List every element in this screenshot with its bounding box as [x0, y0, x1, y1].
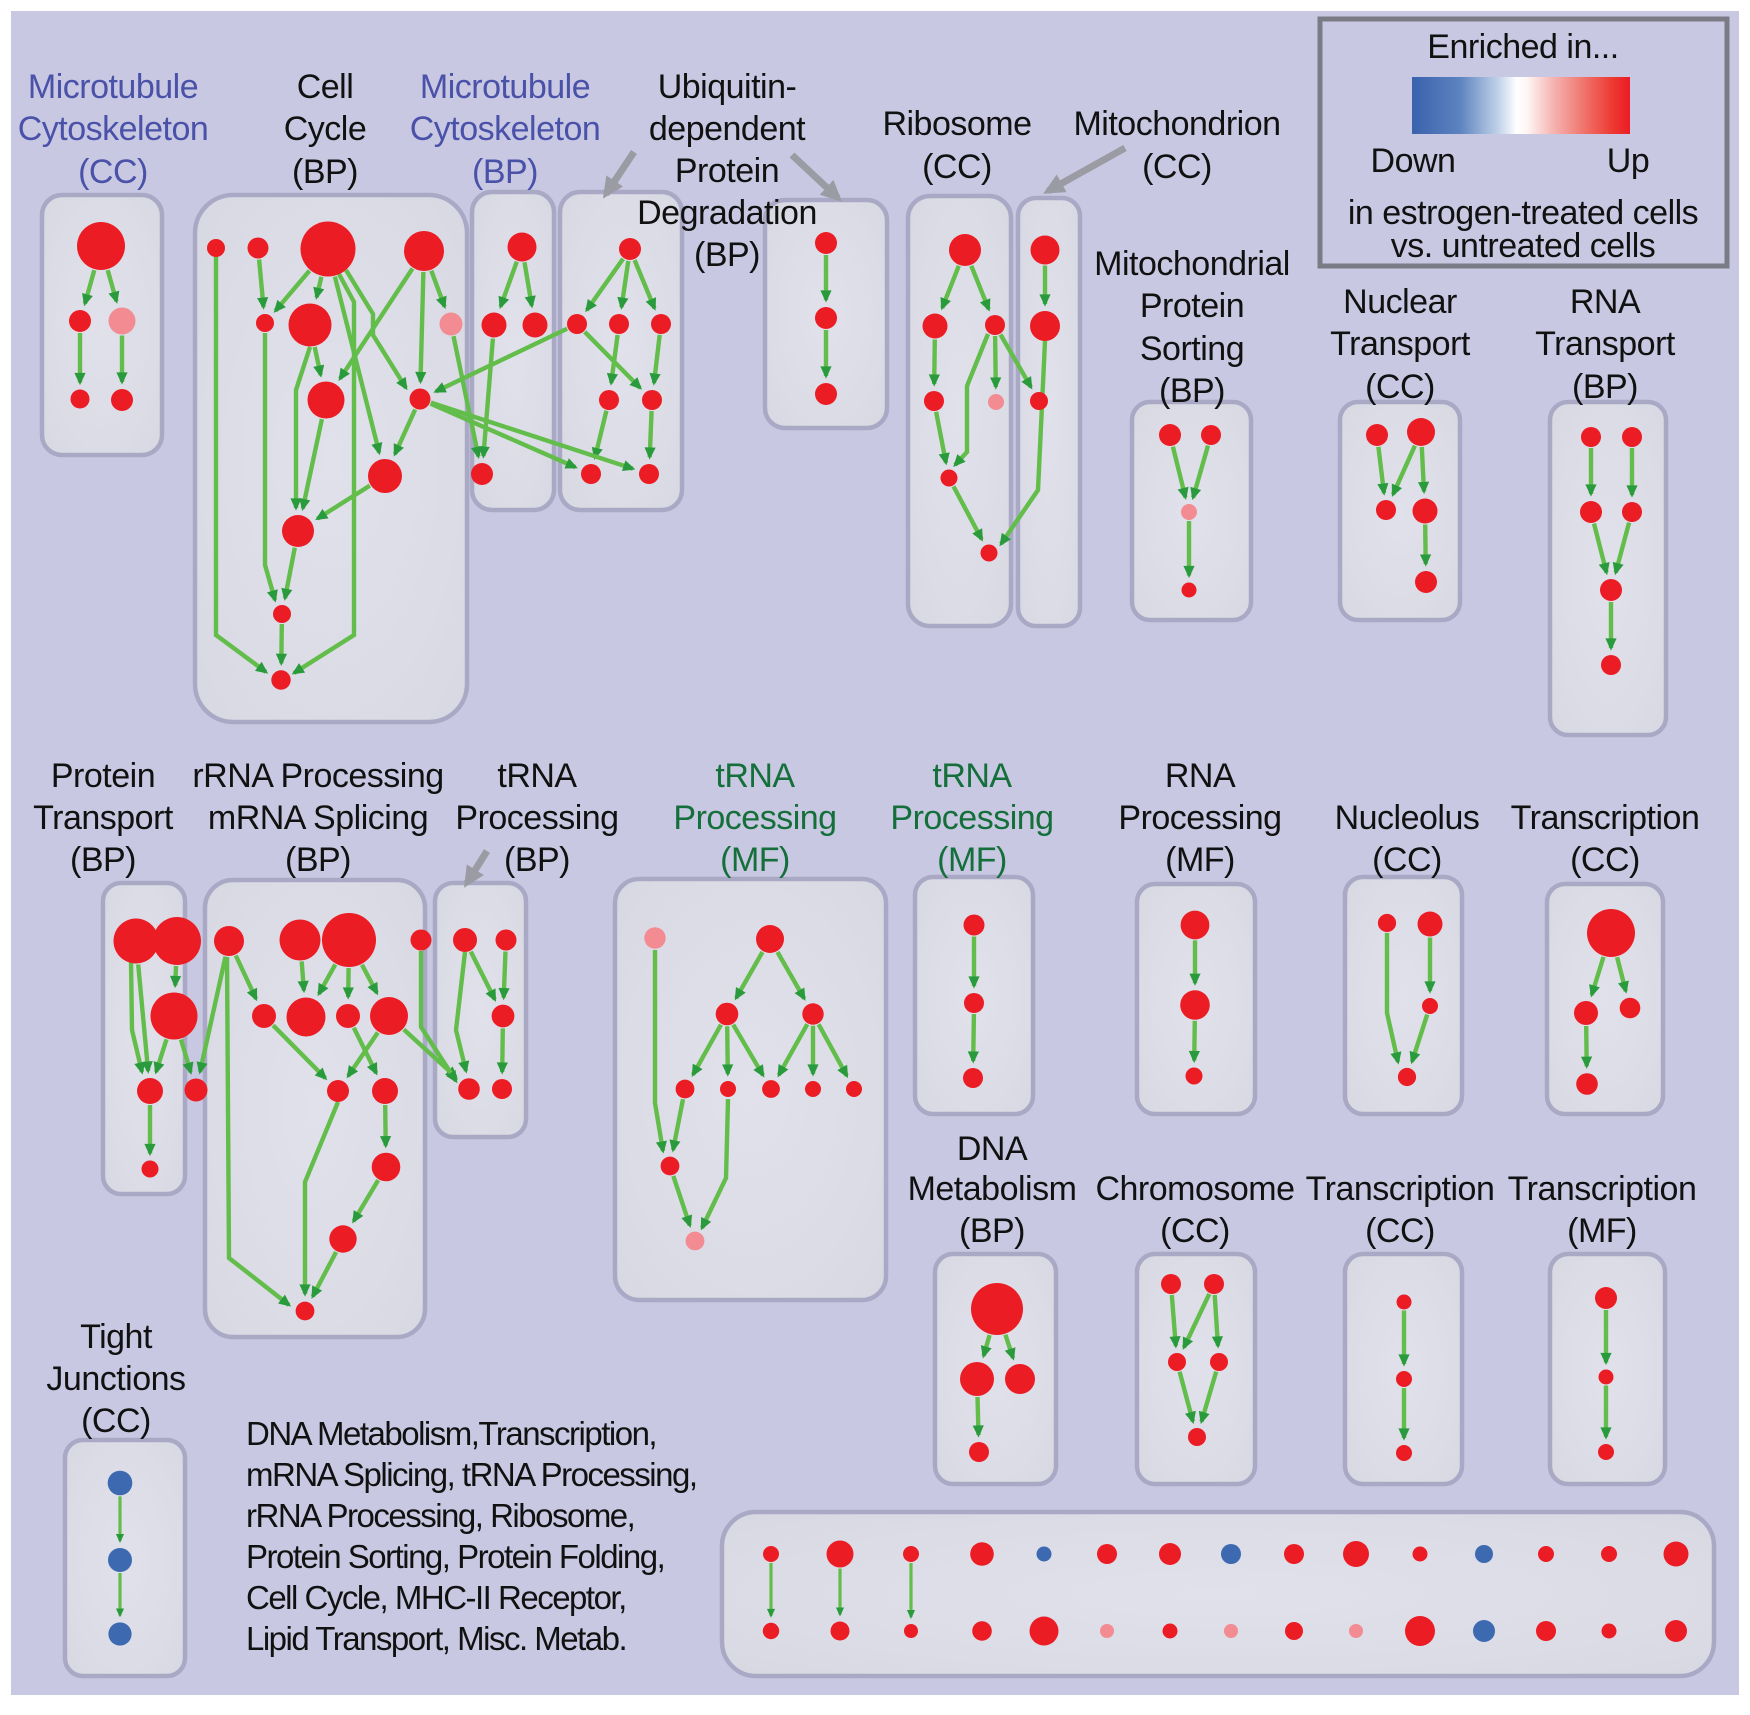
svg-text:(CC): (CC)	[78, 153, 148, 191]
svg-text:Chromosome: Chromosome	[1095, 1170, 1294, 1208]
svg-text:(CC): (CC)	[1365, 1212, 1435, 1250]
svg-text:Down: Down	[1371, 142, 1456, 180]
svg-text:Junctions: Junctions	[46, 1360, 185, 1398]
svg-text:mRNA Splicing, tRNA Processing: mRNA Splicing, tRNA Processing,	[246, 1456, 697, 1493]
svg-text:Ubiquitin-: Ubiquitin-	[658, 68, 797, 106]
svg-text:dependent: dependent	[649, 110, 806, 148]
svg-text:Cytoskeleton: Cytoskeleton	[410, 110, 601, 148]
svg-text:Processing: Processing	[455, 799, 618, 837]
svg-text:(BP): (BP)	[1159, 372, 1225, 410]
svg-text:Nucleolus: Nucleolus	[1335, 799, 1480, 837]
svg-text:(MF): (MF)	[1165, 841, 1235, 879]
svg-text:(CC): (CC)	[81, 1402, 151, 1440]
svg-text:Processing: Processing	[890, 799, 1053, 837]
svg-text:Transcription: Transcription	[1508, 1170, 1697, 1208]
svg-text:tRNA: tRNA	[932, 757, 1012, 795]
svg-text:Protein Sorting, Protein Foldi: Protein Sorting, Protein Folding,	[246, 1538, 664, 1575]
svg-text:rRNA Processing: rRNA Processing	[192, 757, 443, 795]
svg-text:tRNA: tRNA	[497, 757, 577, 795]
svg-text:vs. untreated cells: vs. untreated cells	[1391, 227, 1656, 265]
svg-text:(BP): (BP)	[694, 236, 760, 274]
svg-text:mRNA Splicing: mRNA Splicing	[208, 799, 428, 837]
svg-text:Transcription: Transcription	[1306, 1170, 1495, 1208]
svg-text:Protein: Protein	[51, 757, 155, 795]
svg-text:(CC): (CC)	[1160, 1212, 1230, 1250]
svg-text:(CC): (CC)	[922, 148, 992, 186]
svg-text:Protein: Protein	[1140, 287, 1244, 325]
svg-text:Tight: Tight	[80, 1318, 153, 1356]
svg-text:(CC): (CC)	[1570, 841, 1640, 879]
svg-text:Sorting: Sorting	[1140, 330, 1244, 368]
svg-text:(BP): (BP)	[70, 841, 136, 879]
svg-text:Transport: Transport	[1535, 325, 1676, 363]
svg-text:Ribosome: Ribosome	[882, 105, 1031, 143]
svg-text:Transcription: Transcription	[1511, 799, 1700, 837]
svg-text:Enriched in...: Enriched in...	[1427, 28, 1618, 66]
svg-text:Microtubule: Microtubule	[28, 68, 198, 106]
svg-text:RNA: RNA	[1570, 283, 1641, 321]
svg-text:(MF): (MF)	[720, 841, 790, 879]
svg-text:(CC): (CC)	[1142, 148, 1212, 186]
svg-text:(MF): (MF)	[1567, 1212, 1637, 1250]
svg-text:Lipid Transport, Misc. Metab.: Lipid Transport, Misc. Metab.	[246, 1620, 626, 1657]
svg-text:Transport: Transport	[33, 799, 174, 837]
svg-text:(BP): (BP)	[504, 841, 570, 879]
svg-text:Microtubule: Microtubule	[420, 68, 590, 106]
svg-text:(BP): (BP)	[285, 841, 351, 879]
svg-text:Cycle: Cycle	[284, 110, 367, 148]
svg-text:Mitochondrial: Mitochondrial	[1094, 245, 1290, 283]
svg-text:Degradation: Degradation	[637, 194, 817, 232]
svg-text:Nuclear: Nuclear	[1343, 283, 1457, 321]
svg-text:Cytoskeleton: Cytoskeleton	[18, 110, 209, 148]
svg-text:(BP): (BP)	[292, 153, 358, 191]
svg-text:(BP): (BP)	[472, 153, 538, 191]
svg-text:rRNA Processing, Ribosome,: rRNA Processing, Ribosome,	[246, 1497, 634, 1534]
svg-text:Cell: Cell	[297, 68, 354, 106]
svg-text:Processing: Processing	[1118, 799, 1281, 837]
svg-text:Metabolism: Metabolism	[908, 1170, 1077, 1208]
svg-text:Cell Cycle, MHC-II Receptor,: Cell Cycle, MHC-II Receptor,	[246, 1579, 626, 1616]
svg-text:DNA Metabolism,Transcription,: DNA Metabolism,Transcription,	[246, 1415, 656, 1452]
svg-text:Up: Up	[1607, 142, 1649, 180]
svg-text:Mitochondrion: Mitochondrion	[1073, 105, 1280, 143]
svg-text:in estrogen-treated cells: in estrogen-treated cells	[1348, 194, 1698, 232]
svg-text:Processing: Processing	[673, 799, 836, 837]
svg-text:(CC): (CC)	[1372, 841, 1442, 879]
svg-text:(BP): (BP)	[1572, 368, 1638, 406]
svg-text:Protein: Protein	[675, 152, 779, 190]
svg-text:DNA: DNA	[957, 1130, 1028, 1168]
svg-text:RNA: RNA	[1165, 757, 1236, 795]
svg-text:(BP): (BP)	[959, 1212, 1025, 1250]
svg-text:tRNA: tRNA	[715, 757, 795, 795]
svg-text:Transport: Transport	[1330, 325, 1471, 363]
svg-text:(MF): (MF)	[937, 841, 1007, 879]
svg-text:(CC): (CC)	[1365, 368, 1435, 406]
